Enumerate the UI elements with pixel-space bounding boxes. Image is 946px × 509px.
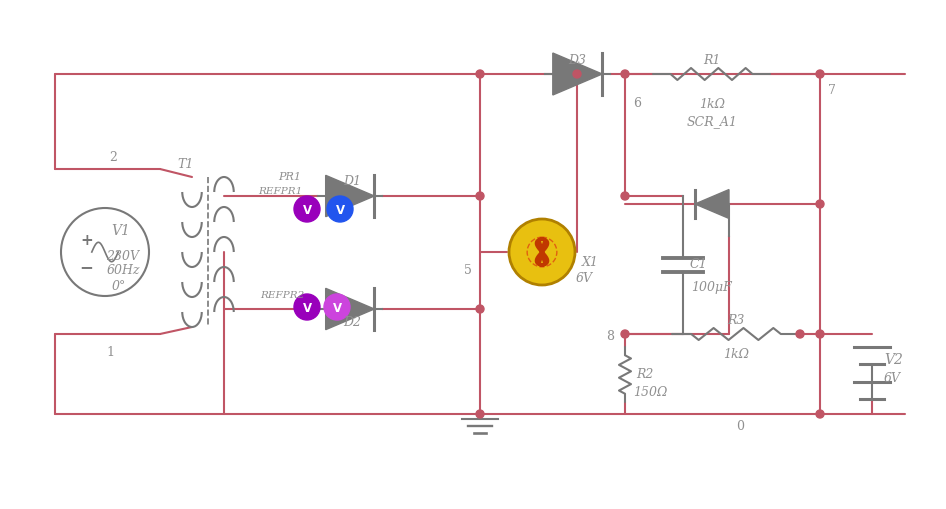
- Polygon shape: [325, 176, 375, 217]
- Text: 1kΩ: 1kΩ: [699, 97, 725, 110]
- Text: SCR_A1: SCR_A1: [687, 115, 738, 128]
- Text: C1: C1: [690, 258, 707, 271]
- Text: −: −: [79, 258, 94, 276]
- Text: V: V: [332, 301, 342, 314]
- Text: 230V: 230V: [107, 249, 139, 262]
- Text: 0: 0: [736, 420, 744, 433]
- Text: 6V: 6V: [884, 371, 901, 384]
- Text: 0°: 0°: [112, 279, 126, 292]
- Text: 1kΩ: 1kΩ: [723, 348, 749, 361]
- Circle shape: [796, 330, 804, 338]
- Circle shape: [327, 196, 353, 222]
- Circle shape: [573, 71, 581, 79]
- Circle shape: [476, 410, 484, 418]
- Text: D2: D2: [343, 315, 361, 328]
- Circle shape: [294, 294, 320, 320]
- Circle shape: [621, 330, 629, 338]
- Circle shape: [816, 330, 824, 338]
- Text: X1: X1: [582, 255, 599, 268]
- Text: V: V: [303, 203, 311, 216]
- Circle shape: [294, 196, 320, 222]
- Text: V: V: [303, 301, 311, 314]
- Circle shape: [509, 219, 575, 286]
- Text: D1: D1: [343, 174, 361, 187]
- Text: 150Ω: 150Ω: [633, 386, 667, 399]
- Polygon shape: [325, 289, 375, 330]
- Polygon shape: [552, 54, 603, 96]
- Text: V2: V2: [885, 352, 903, 366]
- Polygon shape: [695, 190, 729, 219]
- Circle shape: [621, 192, 629, 201]
- Text: 2: 2: [109, 150, 117, 163]
- Circle shape: [324, 294, 350, 320]
- Text: 7: 7: [828, 83, 836, 96]
- Text: 100μF: 100μF: [691, 280, 731, 293]
- Text: R1: R1: [703, 53, 721, 66]
- Circle shape: [476, 305, 484, 314]
- Circle shape: [621, 71, 629, 79]
- Text: +: +: [80, 233, 93, 248]
- Text: R2: R2: [637, 368, 654, 381]
- Text: R3: R3: [727, 314, 745, 327]
- Circle shape: [476, 71, 484, 79]
- Circle shape: [816, 71, 824, 79]
- Circle shape: [816, 201, 824, 209]
- Text: REFPR2: REFPR2: [260, 291, 304, 300]
- Text: 60Hz: 60Hz: [106, 264, 140, 277]
- Text: V: V: [336, 203, 344, 216]
- Text: REFPR1: REFPR1: [258, 186, 302, 195]
- Text: 6V: 6V: [575, 271, 592, 284]
- Text: PR1: PR1: [278, 172, 302, 182]
- Text: 5: 5: [464, 263, 472, 276]
- Text: 6: 6: [633, 96, 641, 109]
- Circle shape: [476, 192, 484, 201]
- Text: 8: 8: [606, 330, 614, 343]
- Text: D3: D3: [568, 53, 586, 66]
- Circle shape: [816, 410, 824, 418]
- Text: V1: V1: [112, 223, 131, 238]
- Text: 1: 1: [106, 346, 114, 359]
- Text: T1: T1: [178, 157, 194, 170]
